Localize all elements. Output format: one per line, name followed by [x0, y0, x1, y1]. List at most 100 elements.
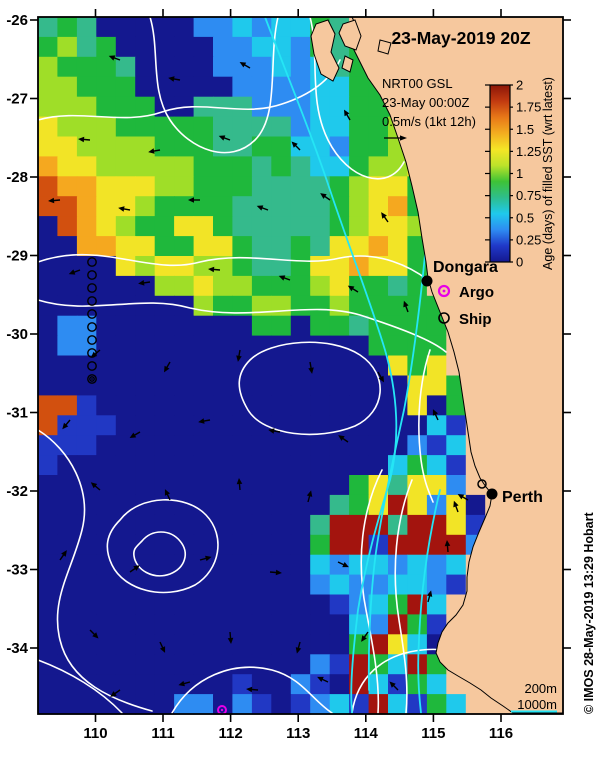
colorbar-tick-label: 1.75: [516, 100, 541, 115]
ship-track-point: [87, 270, 97, 280]
current-arrow-icon: [168, 76, 181, 82]
depth-1000m-label: 1000m: [517, 697, 557, 712]
colorbar: [489, 84, 511, 263]
lat-tick-label: -28: [6, 169, 28, 186]
current-arrow-icon: [337, 561, 349, 568]
current-arrow-icon: [199, 555, 212, 562]
current-arrow-icon: [426, 590, 433, 603]
argo-circle-icon: [437, 284, 451, 298]
contour-line: [37, 429, 153, 712]
dongara-marker: [421, 275, 433, 287]
ship-track-point: [87, 361, 97, 371]
contour-line: [418, 349, 434, 503]
lat-tick-label: -32: [6, 483, 28, 500]
current-arrow-icon: [381, 212, 389, 223]
contour-line: [37, 299, 447, 353]
current-arrow-icon: [108, 55, 121, 61]
current-arrow-icon: [78, 136, 91, 143]
current-arrow-icon: [89, 629, 99, 639]
colorbar-tick-label: 0: [516, 255, 523, 270]
current-arrow-icon: [308, 361, 314, 374]
current-arrow-icon: [129, 431, 141, 438]
lon-tick-label: 110: [83, 725, 107, 742]
current-arrow-icon: [110, 689, 121, 697]
island: [341, 55, 354, 73]
current-arrow-icon: [291, 141, 301, 151]
vector-scale-arrow-icon: [384, 135, 407, 141]
current-arrow-icon: [59, 550, 67, 561]
current-arrow-icon: [295, 641, 302, 654]
current-arrow-icon: [48, 197, 61, 204]
colorbar-tick-label: 1: [516, 166, 523, 181]
ship-track-point: [89, 376, 95, 382]
current-arrow-icon: [129, 565, 140, 573]
current-arrow-icon: [377, 371, 384, 383]
lon-tick-label: 113: [286, 725, 310, 742]
ship-track-point: [87, 348, 97, 358]
argo-legend-label: Argo: [459, 284, 494, 301]
colorbar-title: Age (days) of filled SST (wrt latest): [541, 77, 555, 270]
current-arrow-icon: [453, 500, 459, 513]
current-arrow-icon: [256, 205, 269, 211]
dongara-label: Dongara: [433, 259, 498, 276]
current-arrow-icon: [178, 680, 191, 687]
contour-line: [149, 16, 279, 154]
current-arrow-icon: [306, 490, 313, 503]
ship-circle-icon: [438, 312, 450, 324]
current-arrow-icon: [62, 419, 71, 430]
contour-line: [238, 341, 381, 436]
depth-200m-label: 200m: [524, 681, 557, 696]
current-arrow-icon: [68, 269, 81, 275]
lon-tick-label: 116: [489, 725, 513, 742]
lat-tick-label: -29: [6, 248, 28, 265]
current-arrow-icon: [344, 109, 351, 121]
lon-tick-label: 111: [151, 725, 174, 742]
lat-tick-label: -26: [6, 12, 28, 29]
current-arrow-icon: [432, 409, 439, 421]
lat-tick-label: -34: [6, 640, 28, 657]
ship-track-point: [87, 309, 97, 319]
perth-marker: [486, 488, 498, 500]
island: [377, 39, 392, 55]
current-arrow-icon: [347, 285, 359, 293]
lat-tick-label: -31: [6, 405, 28, 422]
contour-line: [37, 59, 341, 121]
lat-tick-label: -30: [6, 326, 28, 343]
map-border: [37, 16, 564, 715]
bathymetry-line: [367, 254, 426, 691]
contour-line: [37, 253, 429, 281]
vector-scale-label: 0.5m/s (1kt 12h): [382, 114, 476, 129]
current-arrow-icon: [90, 482, 101, 491]
colorbar-tick-label: 0.75: [516, 188, 541, 203]
ship-track-point: [87, 257, 97, 267]
lon-tick-label: 112: [218, 725, 242, 742]
island: [310, 19, 340, 82]
contour-line: [133, 531, 186, 577]
current-arrow-icon: [164, 361, 171, 373]
ship-track-point: [87, 322, 97, 332]
current-arrow-icon: [278, 275, 291, 281]
current-arrow-icon: [159, 641, 166, 653]
bathymetry-line: [264, 16, 398, 714]
ship-track-point: [87, 374, 97, 384]
copyright-text: © IMOS 28-May-2019 13:29 Hobart: [582, 512, 596, 714]
current-arrow-icon: [403, 300, 409, 313]
ship-legend-label: Ship: [459, 311, 492, 328]
lat-tick-label: -33: [6, 562, 28, 579]
ship-obs-marker: [477, 479, 487, 489]
current-arrow-icon: [246, 686, 259, 693]
current-arrow-icon: [338, 435, 349, 443]
lat-tick-label: -27: [6, 91, 28, 108]
current-arrow-icon: [118, 206, 131, 212]
current-arrow-icon: [138, 280, 151, 286]
colorbar-tick-label: 0.5: [516, 210, 534, 225]
run-model-label: NRT00 GSL: [382, 76, 453, 91]
bathymetry-line: [417, 489, 441, 714]
ship-track-point: [87, 283, 97, 293]
current-arrow-icon: [208, 266, 221, 273]
perth-label: Perth: [502, 489, 543, 506]
ship-track: [87, 257, 97, 384]
current-arrow-icon: [188, 197, 200, 203]
current-arrow-icon: [317, 676, 329, 683]
